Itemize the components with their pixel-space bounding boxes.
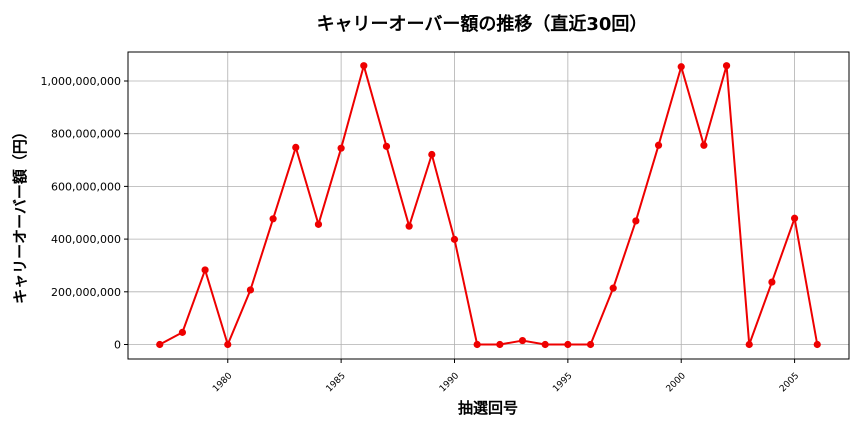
y-axis-label: キャリーオーバー額（円） (11, 124, 29, 304)
data-point (768, 278, 776, 286)
data-point (632, 217, 640, 225)
data-point (382, 142, 391, 150)
series-layer (156, 62, 821, 349)
data-point (450, 235, 459, 243)
y-tick-label: 200,000,000 (51, 286, 121, 299)
data-point (428, 150, 436, 159)
data-point (564, 340, 572, 349)
data-point (473, 340, 481, 349)
data-point (586, 340, 595, 349)
data-point (224, 340, 232, 349)
data-point (156, 340, 164, 349)
data-point (518, 336, 527, 345)
y-tick-label: 600,000,000 (51, 180, 121, 193)
x-tick-label: 1985 (325, 371, 348, 394)
y-tick-label: 1,000,000,000 (41, 75, 121, 88)
x-tick-label: 1980 (211, 371, 234, 394)
data-point (496, 340, 504, 349)
x-tick-label: 2005 (778, 371, 801, 394)
data-point (360, 62, 368, 70)
data-point (178, 328, 187, 336)
x-tick-label: 1995 (551, 371, 574, 394)
data-point (292, 143, 300, 151)
x-tick-label: 2000 (665, 371, 688, 394)
axis-ticks: 1980 1985 1990 1995 2000 2005 0 200,000,000 400,… (41, 75, 802, 394)
plot-area-frame (127, 51, 850, 360)
data-point (246, 286, 255, 294)
data-point (813, 340, 821, 349)
data-point (269, 215, 277, 223)
data-point (790, 214, 799, 222)
data-point (609, 284, 617, 292)
data-point (337, 144, 345, 152)
chart-title: キャリーオーバー額の推移（直近30回） (317, 13, 648, 35)
y-tick-label: 800,000,000 (51, 128, 121, 141)
x-axis-label: 抽選回号 (458, 399, 518, 417)
data-point (314, 220, 323, 228)
data-point (201, 266, 209, 274)
grid (128, 52, 849, 359)
data-point (405, 222, 413, 230)
series-line (159, 64, 819, 346)
data-point (541, 340, 549, 349)
data-point (745, 340, 753, 349)
x-tick-label: 1990 (438, 371, 461, 394)
data-point (700, 141, 708, 149)
y-tick-label: 0 (114, 339, 121, 352)
data-point (677, 63, 685, 71)
y-tick-label: 400,000,000 (51, 233, 121, 246)
data-point (722, 62, 731, 70)
data-point (654, 141, 663, 149)
